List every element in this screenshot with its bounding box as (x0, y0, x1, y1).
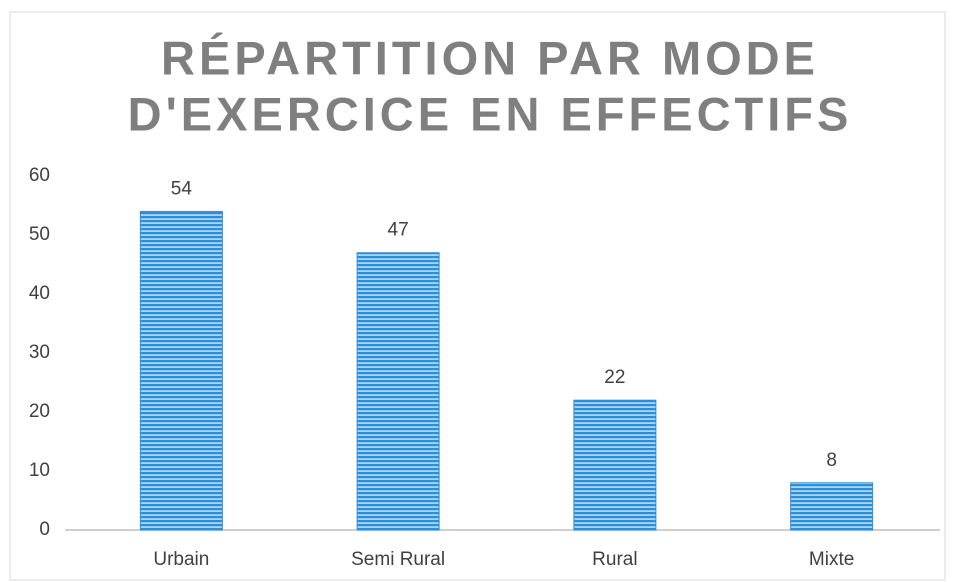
bar (139, 210, 223, 531)
data-label: 54 (171, 178, 193, 199)
y-tick-label: 50 (29, 224, 50, 245)
data-label: 8 (826, 450, 837, 471)
bar (790, 482, 874, 531)
bar (573, 399, 657, 531)
x-tick-label: Mixte (809, 549, 854, 570)
y-tick-label: 60 (29, 165, 50, 186)
data-label: 47 (388, 220, 409, 241)
y-tick-label: 0 (39, 519, 50, 540)
y-tick-label: 20 (29, 401, 50, 422)
x-tick-label: Urbain (153, 549, 209, 570)
bar (356, 252, 440, 531)
x-tick-label: Semi Rural (351, 549, 445, 570)
y-tick-label: 30 (29, 342, 50, 363)
y-tick-label: 40 (29, 283, 50, 304)
x-tick-label: Rural (592, 549, 637, 570)
y-tick-label: 10 (29, 460, 50, 481)
chart-title: D'EXERCICE EN EFFECTIFS (128, 87, 853, 140)
chart-title: RÉPARTITION PAR MODE (161, 31, 819, 84)
data-label: 22 (604, 367, 625, 388)
